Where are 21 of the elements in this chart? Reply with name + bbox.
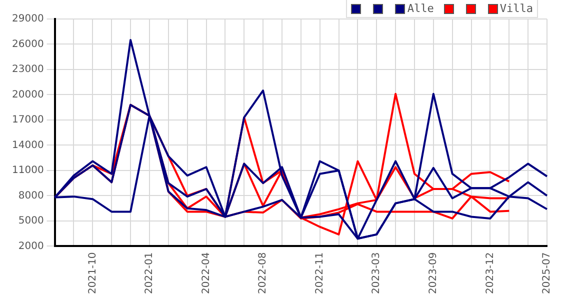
legend-label: Alle bbox=[407, 2, 434, 15]
x-tick-label: 2023-03 bbox=[371, 252, 382, 294]
y-tick-label: 2000 bbox=[18, 240, 44, 252]
y-tick-label: 17000 bbox=[12, 114, 44, 126]
y-tick-label: 26000 bbox=[12, 38, 44, 50]
x-tick-label: 2025-07 bbox=[542, 252, 553, 294]
y-tick-label: 5000 bbox=[18, 216, 44, 227]
y-tick-label: 11000 bbox=[12, 165, 44, 176]
x-tick-label: 2021-10 bbox=[87, 252, 98, 294]
legend-label: Villa bbox=[500, 2, 533, 15]
y-tick-label: 29000 bbox=[12, 14, 44, 25]
y-tick-label: 20000 bbox=[12, 89, 44, 100]
x-tick-label: 2022-01 bbox=[144, 252, 156, 294]
x-tick-label: 2022-08 bbox=[258, 252, 269, 294]
x-tick-label: 2022-04 bbox=[200, 252, 212, 294]
x-tick-label: 2023-09 bbox=[428, 252, 440, 294]
x-tick-label: 2022-11 bbox=[314, 252, 326, 294]
x-tick-label: 2023-12 bbox=[484, 252, 496, 294]
y-tick-label: 14000 bbox=[12, 140, 44, 151]
y-tick-label: 8000 bbox=[18, 190, 44, 202]
y-tick-label: 23000 bbox=[12, 64, 44, 76]
